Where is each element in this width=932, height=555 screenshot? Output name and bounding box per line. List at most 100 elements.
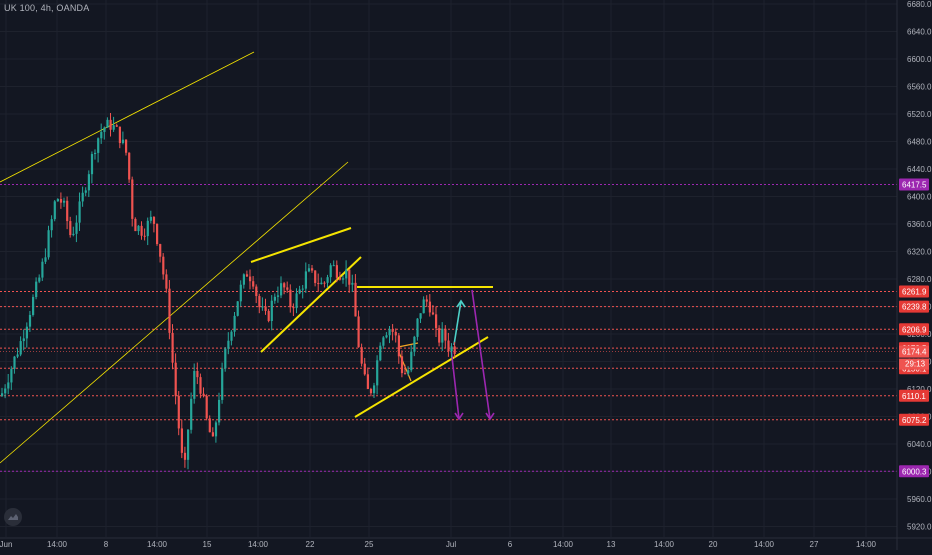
arrow-down-purple-2-head — [485, 412, 495, 421]
candle-body — [379, 345, 382, 361]
candle-body — [304, 271, 307, 289]
candle-body — [53, 201, 56, 220]
candle-body — [317, 282, 320, 285]
candle-body — [348, 269, 351, 285]
candle-body — [376, 360, 379, 386]
symbol-title[interactable]: UK 100, 4h, OANDA — [4, 3, 90, 13]
candle-body — [450, 346, 453, 352]
candle-body — [205, 395, 208, 419]
candle-body — [388, 329, 391, 336]
candle-body — [258, 296, 261, 308]
level-price-label: 6110.1 — [902, 392, 926, 401]
candle-body — [75, 222, 78, 234]
time-tick-label: 14:00 — [654, 540, 675, 549]
candle-body — [208, 418, 211, 433]
arrow-up-teal-head — [456, 299, 466, 308]
candle-body — [97, 138, 100, 153]
level-price-tag[interactable] — [899, 389, 929, 402]
level-price-tag[interactable] — [899, 178, 929, 191]
price-tick-label: 6680.0 — [907, 0, 932, 9]
level-price-label: 6000.3 — [902, 467, 927, 476]
candle-body — [385, 335, 388, 338]
arrow-up-teal[interactable] — [453, 300, 462, 346]
candle-body — [218, 399, 221, 423]
candle-body — [326, 277, 329, 283]
candle-body — [41, 261, 44, 278]
candle-body — [447, 340, 450, 352]
candle-body — [106, 119, 109, 128]
candle-body — [100, 131, 103, 139]
candle-body — [320, 282, 323, 285]
arrow-down-purple[interactable] — [450, 347, 460, 420]
wedge-lower-line[interactable] — [260, 256, 362, 353]
level-price-tag[interactable] — [899, 465, 929, 478]
candle-body — [292, 307, 295, 309]
time-tick-label: 22 — [306, 540, 315, 549]
arrow-down-purple-2[interactable] — [471, 289, 491, 420]
candle-body — [289, 289, 292, 308]
candle-body — [314, 270, 317, 283]
candle-body — [342, 278, 345, 280]
candle-body — [391, 329, 394, 332]
candle-body — [453, 346, 456, 354]
price-tick-label: 6040.0 — [907, 440, 932, 449]
candle-body — [435, 314, 438, 329]
candle-body — [35, 281, 38, 298]
candle-body — [397, 335, 400, 357]
time-axis[interactable]: Jun 14:00 8 14:00 15 14:00 22 25 Jul 6 14:00 13 14:0… — [0, 540, 877, 549]
candle-body — [444, 328, 447, 341]
candle-body — [66, 200, 69, 222]
time-tick-label: 8 — [104, 540, 109, 549]
candle-body — [255, 286, 258, 297]
level-price-label: 6206.9 — [902, 325, 927, 334]
level-price-label: 6239.8 — [902, 303, 927, 312]
current-price-tag[interactable] — [899, 345, 929, 358]
time-tick-label: 14:00 — [47, 540, 68, 549]
trendline-channel-lower[interactable] — [0, 161, 349, 464]
level-price-tag[interactable] — [899, 300, 929, 313]
candle-body — [425, 299, 428, 302]
candle-body — [22, 338, 25, 342]
price-tick-label: 6560.0 — [907, 83, 932, 92]
candle-body — [187, 429, 190, 460]
triangle-support-line[interactable] — [354, 336, 489, 418]
candle-body — [125, 139, 128, 153]
candle-body — [25, 326, 28, 339]
time-tick-label: 14:00 — [147, 540, 168, 549]
candle-body — [252, 281, 255, 287]
candle-body — [373, 385, 376, 394]
candle-body — [47, 230, 50, 258]
candle-body — [19, 341, 22, 355]
candle-body — [230, 331, 233, 341]
countdown-tag — [899, 358, 929, 370]
candle-body — [171, 332, 174, 363]
candle-body — [59, 199, 63, 203]
wedge-upper-line[interactable] — [250, 227, 352, 263]
level-price-tag[interactable] — [899, 323, 929, 336]
time-tick-label: 14:00 — [553, 540, 574, 549]
time-tick-label: 14:00 — [248, 540, 269, 549]
level-price-tag[interactable] — [899, 413, 929, 426]
trendline-channel-upper[interactable] — [0, 51, 255, 183]
candle-body — [115, 125, 118, 127]
candle-body — [345, 269, 348, 279]
price-tick-label: 6520.0 — [907, 110, 932, 119]
candle-body — [323, 282, 326, 284]
candle-body — [224, 348, 227, 369]
candle-body — [236, 301, 239, 316]
candle-body — [270, 300, 273, 322]
grid — [0, 0, 897, 537]
candle-body — [332, 265, 335, 267]
candle-body — [413, 336, 416, 352]
time-tick-label: Jun — [0, 540, 12, 549]
candle-body — [118, 126, 121, 144]
candle-body — [286, 287, 289, 290]
price-tick-label: 6480.0 — [907, 138, 932, 147]
candle-body — [162, 256, 165, 275]
drawings[interactable] — [0, 51, 495, 464]
level-price-tag[interactable] — [899, 285, 929, 298]
candle-body — [168, 288, 171, 333]
